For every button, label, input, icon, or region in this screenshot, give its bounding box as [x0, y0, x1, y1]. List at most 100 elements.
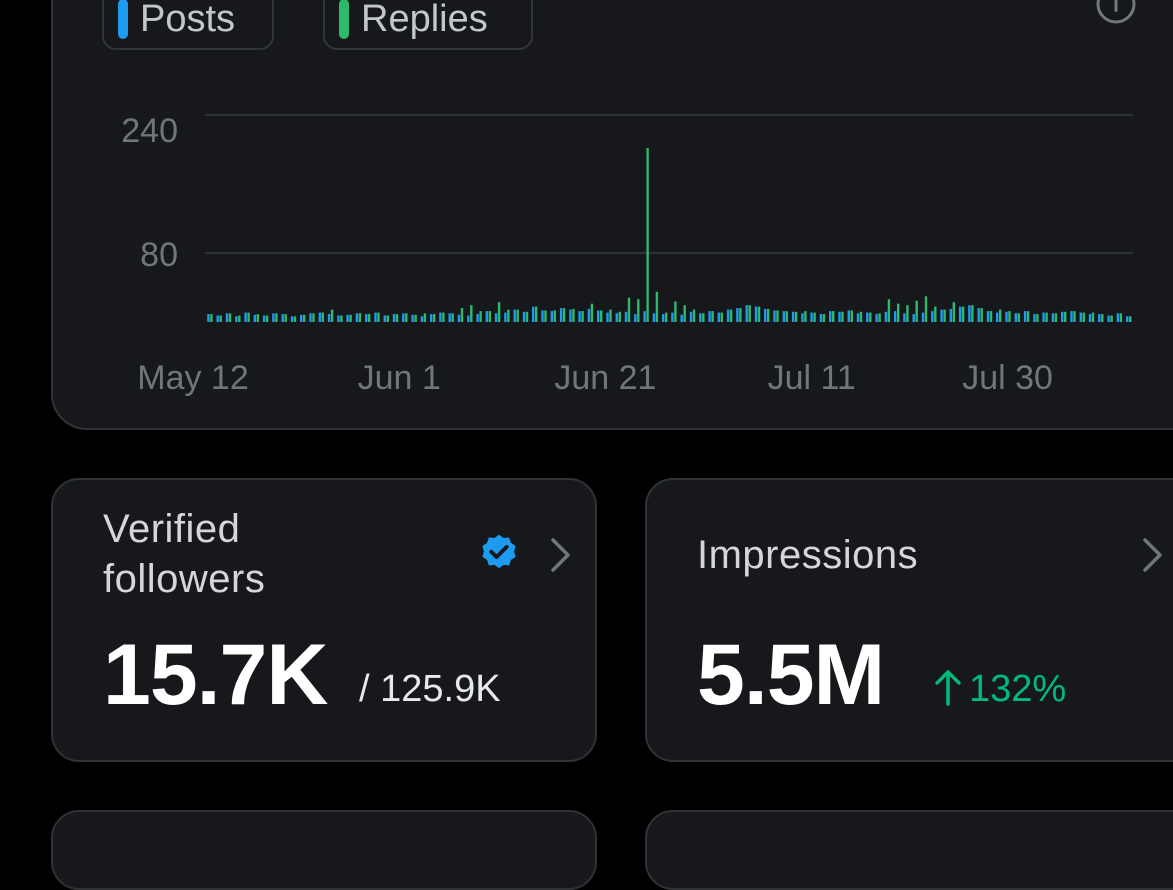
bar-replies [219, 315, 222, 322]
bar-posts [726, 309, 730, 322]
bar-posts [216, 315, 219, 322]
bar-replies [869, 312, 872, 322]
bar-replies [479, 311, 482, 322]
bar-posts [1098, 314, 1101, 322]
bar-replies [646, 147, 649, 322]
bar-replies [256, 314, 259, 322]
bar-posts [884, 311, 888, 322]
bar-posts [569, 309, 572, 322]
bar-posts [597, 310, 600, 322]
bar-posts [866, 312, 869, 322]
bar-replies [934, 306, 937, 322]
bar-replies [590, 303, 594, 322]
impressions-card[interactable]: Impressions 5.5M 132% [645, 478, 1173, 762]
impressions-value: 5.5M [697, 627, 885, 723]
bar-posts [856, 313, 860, 322]
bar-replies [989, 311, 993, 322]
bar-replies [368, 314, 371, 322]
bar-replies [562, 308, 566, 322]
bar-posts [587, 308, 591, 322]
bar-replies [423, 313, 427, 322]
bar-replies [637, 299, 640, 322]
stat-card[interactable] [645, 810, 1173, 890]
arrow-up-icon [935, 670, 961, 706]
bar-replies [757, 306, 761, 322]
bar-posts [1023, 311, 1027, 322]
info-icon[interactable] [1094, 0, 1138, 26]
bar-replies [535, 306, 538, 322]
xtick-1: Jun 1 [358, 359, 441, 397]
bar-replies [460, 308, 464, 322]
bar-replies [451, 313, 454, 322]
verified-followers-title: Verified followers [103, 507, 266, 601]
bar-posts [457, 314, 461, 322]
xtick-4: Jul 30 [962, 359, 1053, 397]
bar-posts [689, 311, 693, 322]
bar-posts [699, 313, 702, 322]
bar-posts [1061, 311, 1064, 322]
bar-replies [943, 309, 946, 322]
verified-badge-icon [482, 534, 516, 569]
ytick-80: 80 [140, 236, 178, 274]
bar-replies [247, 312, 250, 322]
bar-replies [887, 299, 891, 322]
bar-replies [228, 313, 232, 322]
replies-color-swatch [339, 0, 349, 39]
bar-replies [1073, 311, 1076, 322]
bar-replies [516, 309, 519, 322]
bar-replies [525, 311, 529, 322]
bar-posts [355, 313, 359, 322]
bar-replies [377, 312, 380, 322]
bar-posts [764, 308, 767, 322]
engagement-bar-chart: 240 80 May 12 Jun 1 Jun 21 Jul 11 Jul 30 [121, 112, 1133, 397]
impressions-title: Impressions [697, 533, 919, 577]
bar-replies [729, 309, 733, 322]
bar-replies [739, 308, 742, 322]
bar-posts [745, 305, 748, 322]
chevron-right-icon[interactable] [1141, 536, 1165, 574]
bar-replies [581, 311, 584, 322]
bar-replies [1045, 312, 1048, 322]
bar-replies [349, 314, 352, 322]
bar-replies [720, 312, 723, 322]
bar-replies [414, 314, 417, 322]
bar-replies [767, 308, 770, 322]
chevron-right-icon[interactable] [549, 536, 573, 574]
bar-posts [1033, 314, 1036, 322]
bar-posts [1051, 313, 1055, 322]
legend-posts-toggle[interactable]: Posts [102, 0, 274, 50]
bar-posts [430, 314, 433, 322]
bar-replies [692, 309, 696, 322]
bar-posts [829, 311, 832, 322]
bar-posts [791, 311, 795, 322]
bar-posts [838, 311, 841, 322]
bar-posts [996, 312, 999, 322]
bar-replies [497, 302, 501, 322]
bar-replies [1017, 313, 1020, 322]
bar-posts [921, 312, 925, 322]
legend-replies-toggle[interactable]: Replies [323, 0, 533, 50]
bar-replies [1129, 316, 1132, 322]
stat-card[interactable] [51, 810, 597, 890]
bar-replies [1101, 314, 1104, 322]
bar-posts [402, 313, 405, 322]
bar-posts [968, 305, 971, 322]
bar-posts [958, 306, 962, 322]
bar-replies [1110, 315, 1113, 322]
bar-replies [544, 310, 547, 322]
verified-followers-card[interactable]: Verified followers 15.7K / 125.9K [51, 478, 597, 762]
bar-posts [606, 312, 609, 322]
bar-replies [609, 309, 612, 322]
bar-replies [572, 308, 575, 322]
bars-group [207, 147, 1132, 322]
bar-posts [708, 311, 711, 322]
bar-replies [813, 312, 816, 322]
bar-replies [238, 315, 241, 322]
bar-posts [875, 314, 878, 322]
bar-posts [513, 309, 516, 322]
bar-replies [776, 310, 779, 322]
bar-replies [405, 313, 408, 322]
bar-posts [207, 314, 210, 322]
bar-replies [210, 314, 213, 322]
bar-replies [794, 311, 798, 322]
